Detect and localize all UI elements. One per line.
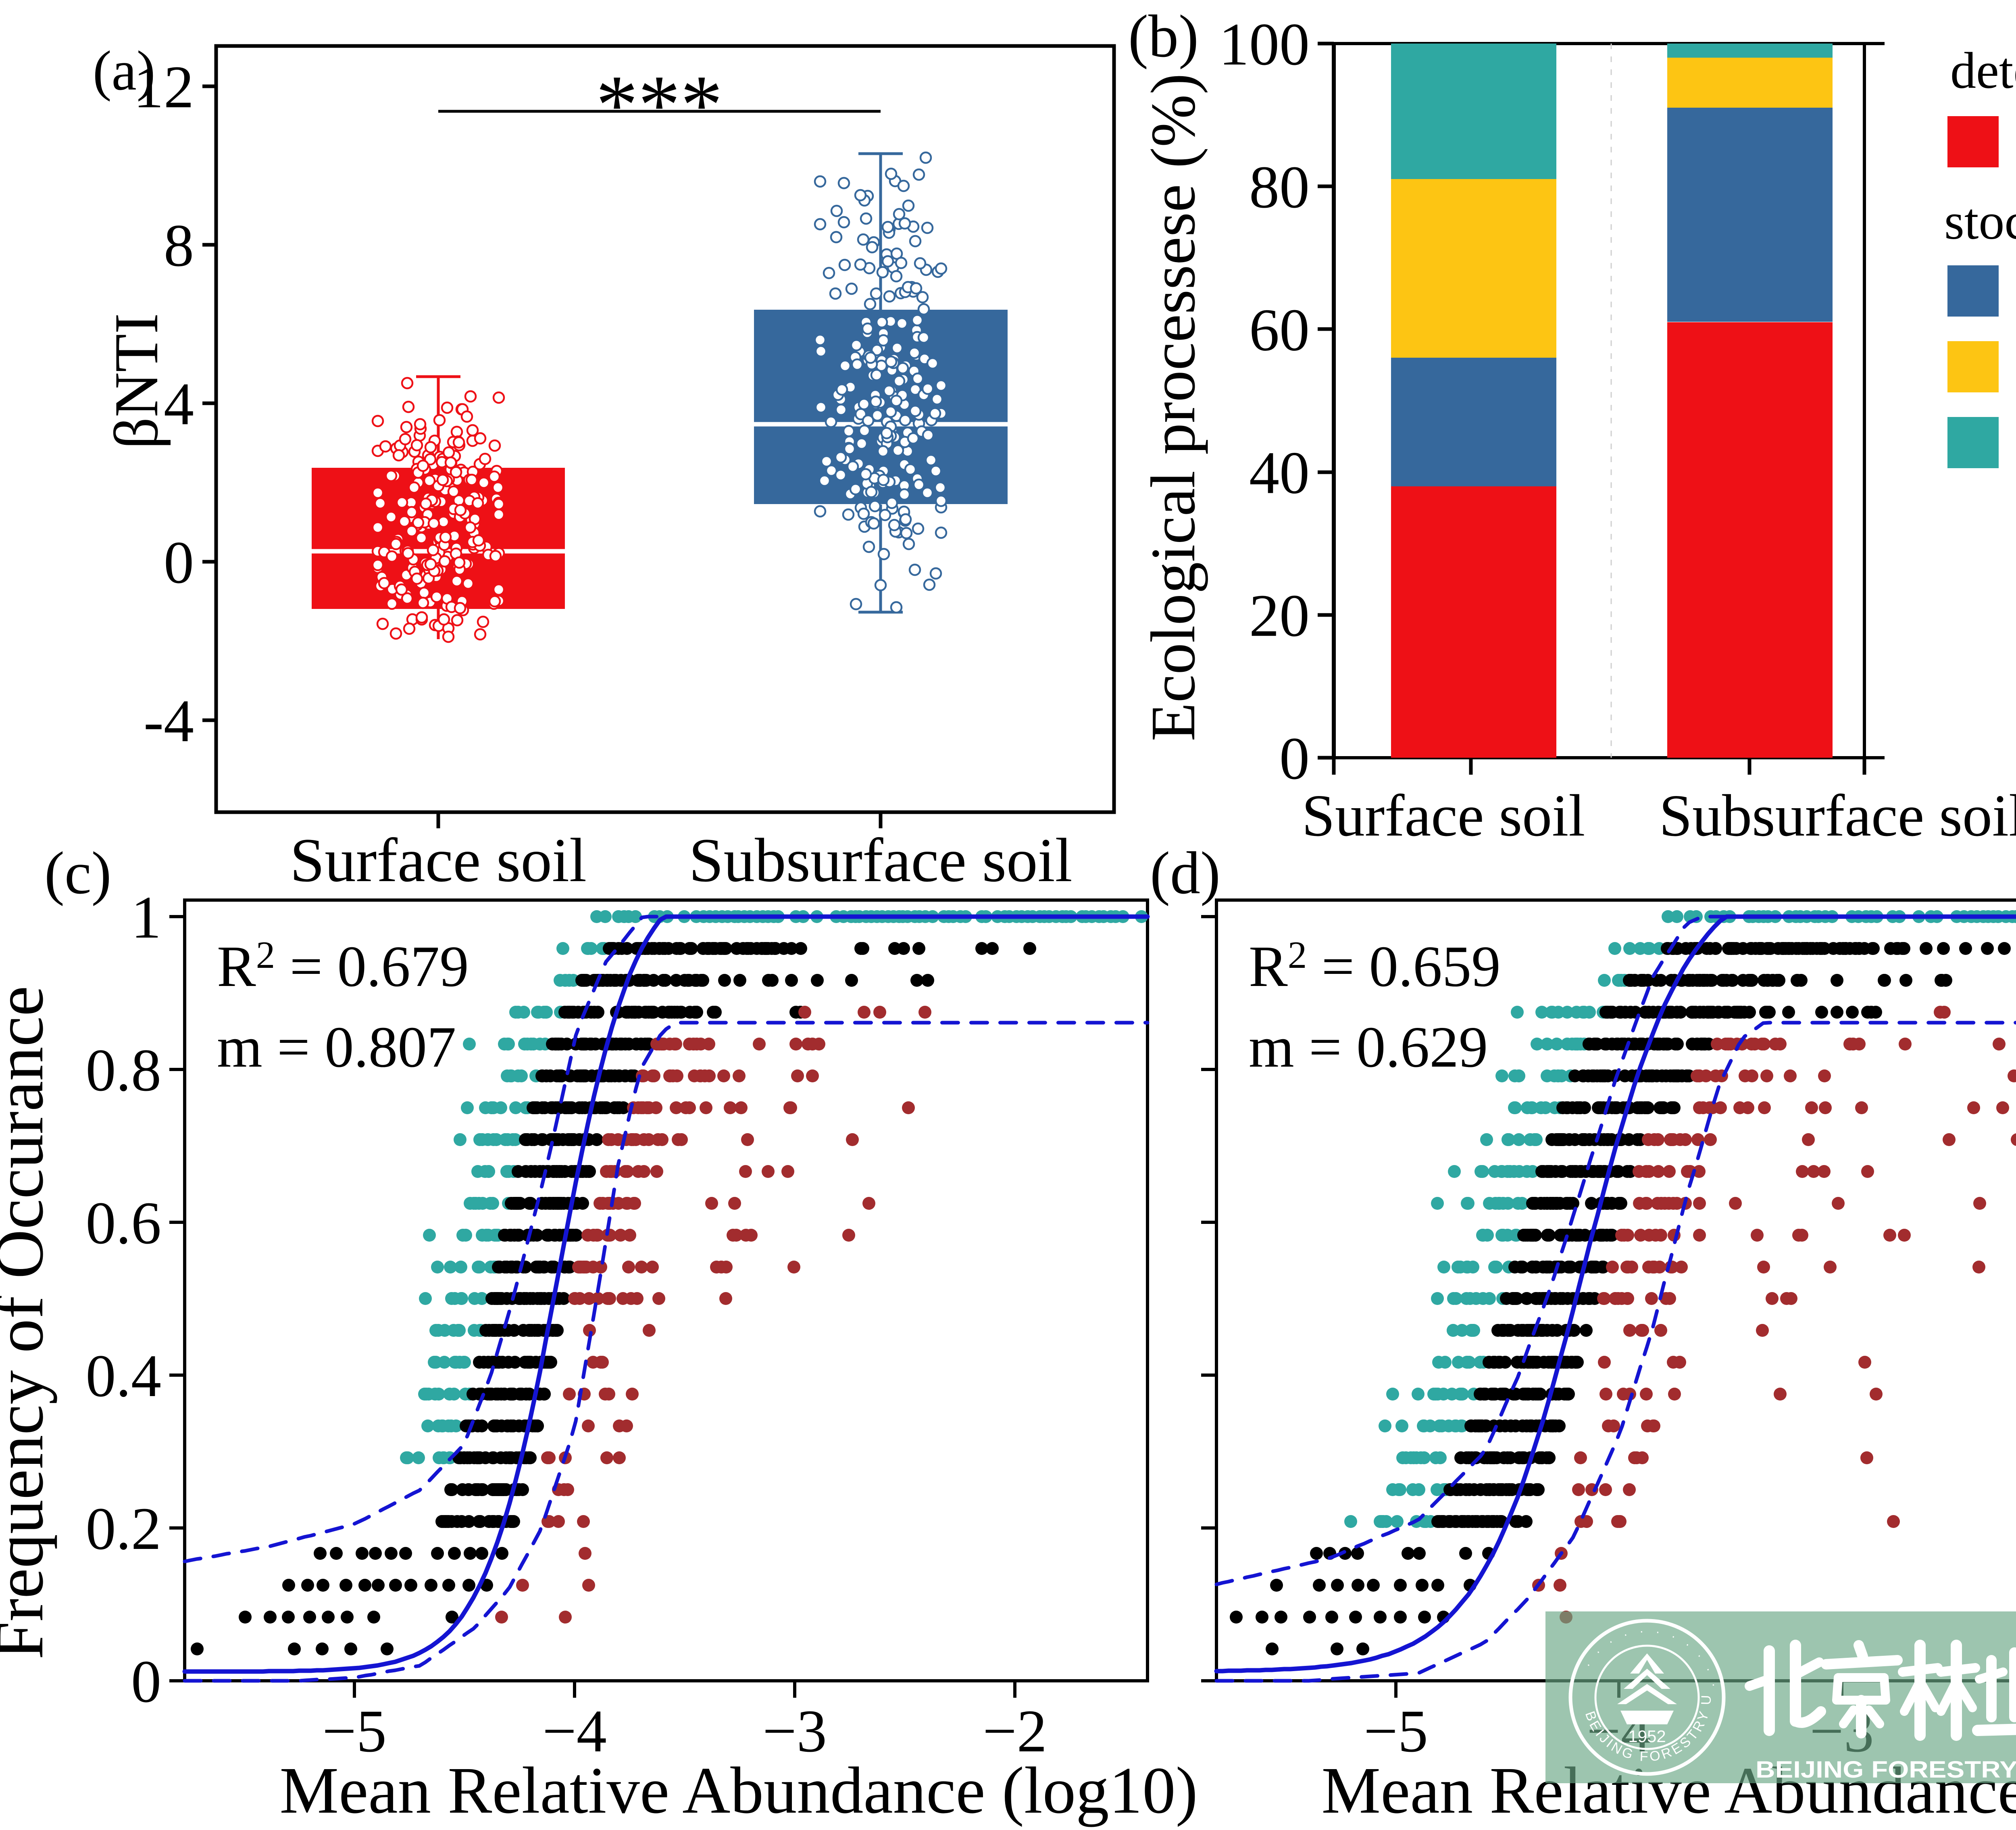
svg-text:0: 0 (131, 1648, 161, 1715)
svg-text:100: 100 (1219, 11, 1310, 78)
svg-text:8: 8 (164, 212, 194, 279)
svg-text:4: 4 (164, 371, 194, 438)
svg-text:(d): (d) (1150, 840, 1220, 907)
svg-text:(b): (b) (1128, 3, 1199, 70)
svg-text:12: 12 (133, 54, 194, 121)
svg-text:−5: −5 (1364, 1698, 1428, 1765)
svg-text:BEIJING FORESTRY UNIVERSITY: BEIJING FORESTRY UNIVERSITY (1756, 1757, 2016, 1783)
svg-text:Subsurface soil: Subsurface soil (689, 825, 1072, 895)
svg-text:0.8: 0.8 (86, 1037, 162, 1104)
svg-text:Surface soil: Surface soil (1302, 783, 1585, 849)
svg-text:20: 20 (1249, 582, 1310, 649)
svg-text:1952: 1952 (1628, 1727, 1666, 1746)
svg-text:stochastic processes: stochastic processes (1944, 193, 2016, 250)
svg-text:(a): (a) (93, 40, 155, 102)
svg-text:0.6: 0.6 (86, 1190, 162, 1257)
svg-text:−3: −3 (762, 1698, 827, 1765)
svg-text:Frequency of Occurance: Frequency of Occurance (0, 986, 57, 1660)
svg-text:m = 0.629: m = 0.629 (1249, 1015, 1488, 1080)
svg-text:βNTI: βNTI (102, 313, 171, 449)
svg-text:Subsurface soil: Subsurface soil (1659, 783, 2016, 849)
svg-text:0: 0 (164, 529, 194, 596)
svg-text:−5: −5 (322, 1698, 387, 1765)
svg-text:0.2: 0.2 (86, 1495, 162, 1562)
svg-text:m = 0.807: m = 0.807 (217, 1015, 456, 1080)
svg-text:0: 0 (1279, 725, 1310, 792)
svg-text:R2 = 0.659: R2 = 0.659 (1249, 934, 1501, 999)
svg-text:1: 1 (131, 884, 161, 951)
svg-text:(c): (c) (44, 840, 111, 907)
svg-text:80: 80 (1249, 154, 1310, 221)
svg-text:-4: -4 (144, 688, 194, 755)
svg-text:Surface soil: Surface soil (290, 825, 587, 895)
svg-text:−4: −4 (542, 1698, 607, 1765)
svg-text:60: 60 (1249, 296, 1310, 363)
svg-text:***: *** (596, 58, 723, 152)
svg-text:Mean Relative Abundance (log10: Mean Relative Abundance (log10) (279, 1753, 1198, 1827)
svg-text:R2 = 0.679: R2 = 0.679 (217, 934, 469, 999)
svg-text:0.4: 0.4 (86, 1342, 162, 1409)
svg-text:Ecological processese (%): Ecological processese (%) (1138, 73, 1208, 741)
svg-text:40: 40 (1249, 440, 1310, 506)
svg-text:−2: −2 (983, 1698, 1047, 1765)
svg-text:deterministic processes: deterministic processes (1950, 42, 2016, 99)
